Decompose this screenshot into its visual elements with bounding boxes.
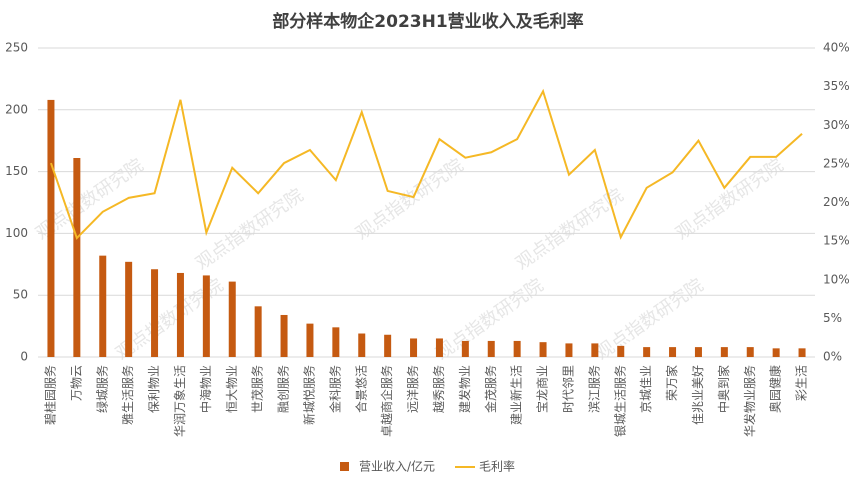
bar (746, 347, 754, 357)
x-tick-label: 银城生活服务 (612, 365, 627, 437)
legend-swatch (340, 462, 349, 471)
y2-tick-label: 0% (823, 350, 842, 364)
bar (280, 314, 288, 357)
y2-tick-label: 20% (823, 195, 850, 209)
x-tick-label: 新城悦服务 (301, 365, 316, 425)
line (50, 88, 803, 240)
x-tick-label: 荣万家 (664, 365, 679, 401)
x-tick-label: 合景悠活 (353, 365, 368, 413)
y2-tick-label: 40% (823, 41, 850, 55)
bar (384, 334, 392, 357)
bar (772, 348, 780, 357)
bar (435, 338, 443, 357)
chart-title: 部分样本物企2023H1营业收入及毛利率 (272, 11, 583, 32)
y-tick-label: 0 (20, 350, 28, 364)
x-tick-label: 时代邻里 (561, 365, 575, 413)
watermark: 观点指数研究院 (352, 155, 467, 244)
x-tick-label: 中奥到家 (716, 365, 731, 413)
bar (643, 347, 651, 357)
bar (617, 345, 625, 357)
x-tick-label: 华发物业服务 (742, 365, 757, 437)
y2-tick-label: 25% (823, 156, 850, 170)
bar (669, 347, 677, 357)
bar (461, 340, 469, 357)
bar (176, 272, 184, 357)
x-tick-label: 越秀服务 (431, 365, 446, 413)
y2-tick-label: 15% (823, 234, 850, 248)
bar (151, 269, 159, 357)
y2-tick-label: 5% (823, 311, 842, 325)
y-tick-label: 200 (5, 102, 28, 116)
x-tick-label: 彩生活 (795, 365, 809, 401)
x-tick-label: 奥园健康 (768, 365, 783, 413)
bar (798, 348, 806, 357)
x-tick-label: 卓越商企服务 (379, 365, 394, 437)
bar (202, 275, 210, 357)
bar (513, 340, 521, 357)
x-tick-label: 华润万象生活 (173, 365, 187, 437)
x-tick-label: 万物云 (69, 365, 83, 401)
bar (254, 306, 262, 357)
x-tick-label: 绿城服务 (94, 365, 109, 413)
bar (410, 338, 418, 357)
x-tick-label: 京城佳业 (639, 365, 653, 413)
y-tick-label: 50 (13, 288, 28, 302)
x-tick-label: 佳兆业美好 (691, 365, 705, 425)
y-tick-label: 100 (5, 226, 28, 240)
bar (487, 340, 495, 357)
x-tick-label: 建业新生活 (509, 365, 524, 425)
bar (47, 99, 55, 358)
bar (73, 158, 81, 357)
x-tick-label: 中海物业 (198, 365, 213, 413)
x-tick-label: 恒大物业 (225, 365, 239, 413)
x-tick-label: 碧桂园服务 (42, 365, 57, 425)
bar (99, 255, 107, 357)
x-tick-label: 保利物业 (147, 365, 161, 413)
bar (720, 347, 728, 357)
legend-label: 营业收入/亿元 (359, 459, 435, 474)
bar (539, 342, 547, 357)
bar (565, 343, 573, 357)
y2-tick-label: 10% (823, 272, 850, 286)
x-tick-label: 世茂服务 (250, 365, 265, 413)
x-tick-label: 金科服务 (327, 365, 342, 413)
x-tick-label: 融创服务 (276, 365, 291, 413)
bar (694, 347, 702, 357)
bar (228, 281, 236, 357)
x-tick-label: 滨江服务 (586, 365, 601, 413)
x-tick-label: 建发物业 (457, 365, 472, 413)
x-tick-label: 金茂服务 (483, 365, 498, 413)
x-tick-label: 宝龙商业 (535, 365, 550, 413)
bar (125, 261, 133, 357)
y2-tick-label: 30% (823, 118, 850, 132)
bar (332, 327, 340, 357)
watermark: 观点指数研究院 (672, 155, 787, 244)
watermark: 观点指数研究院 (192, 185, 307, 274)
bar (358, 333, 366, 357)
x-tick-label: 雅生活服务 (120, 365, 135, 425)
x-tick-label: 远洋服务 (405, 365, 420, 413)
bar (591, 343, 599, 357)
bar (306, 323, 314, 357)
y-tick-label: 150 (5, 164, 28, 178)
y2-tick-label: 35% (823, 79, 850, 93)
y-tick-label: 250 (5, 41, 28, 55)
legend-label: 毛利率 (479, 459, 515, 474)
